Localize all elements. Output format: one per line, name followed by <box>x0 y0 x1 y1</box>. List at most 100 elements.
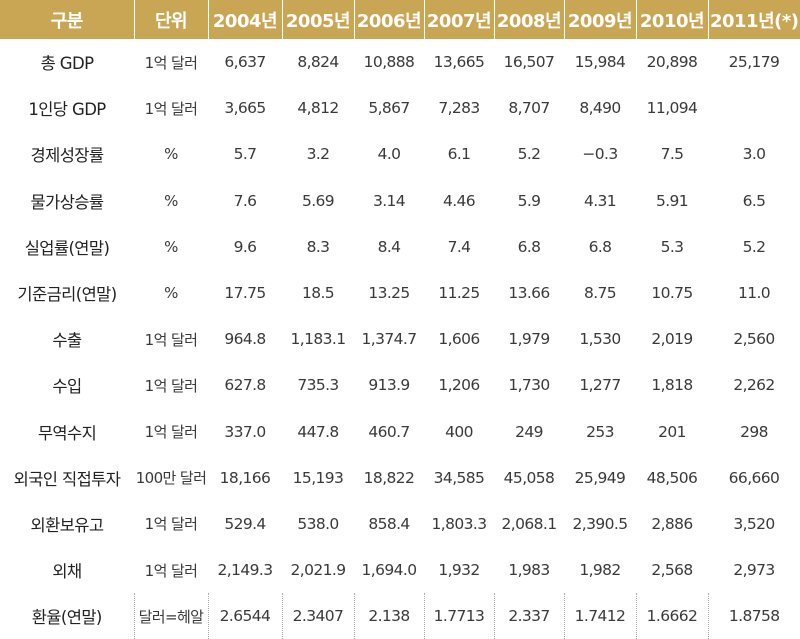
value-cell: 538.0 <box>297 514 339 533</box>
value-cell: 18,166 <box>219 468 271 487</box>
row-label: 총 GDP <box>40 54 94 74</box>
value-cell: 3.14 <box>372 191 406 210</box>
row-label: 환율(연말) <box>0 593 134 639</box>
value-cell: 15,984 <box>574 53 626 72</box>
value-cell: 2,021.9 <box>290 561 347 580</box>
table-row: 기준금리(연말)% 17.75 18.5 13.25 11.25 13.66 8.75 10.… <box>0 270 800 316</box>
column-header: 구분 <box>0 0 134 39</box>
value-cell: 2,149.3 <box>217 561 274 580</box>
value-cell: 3,520 <box>733 514 775 533</box>
table-row: 무역수지 1억 달러 337.0 447.8 460.7 400 249 253 201 298 <box>0 409 800 455</box>
value-cell: 1,277 <box>579 376 621 395</box>
value-cell: 1.6662 <box>635 593 708 639</box>
value-cell: 13,665 <box>433 53 485 72</box>
value-cell: 1,606 <box>438 330 480 349</box>
unit-cell: 1억 달러 <box>144 561 198 580</box>
value-cell: 8,490 <box>579 99 621 118</box>
value-cell: 5.2 <box>517 145 541 164</box>
value-cell: 2.3407 <box>281 593 354 639</box>
unit-cell: 1억 달러 <box>144 376 198 395</box>
value-cell: 5,867 <box>368 99 410 118</box>
unit-cell: % <box>164 284 178 303</box>
unit-cell: 1억 달러 <box>144 99 198 118</box>
value-cell: 913.9 <box>368 376 410 395</box>
column-header: 2007년 <box>423 0 494 39</box>
table-row: 수입 1억 달러 627.8 735.3 913.9 1,206 1,730 1,277 1,8… <box>0 362 800 408</box>
value-cell: 8,824 <box>297 53 339 72</box>
row-label: 물가상승률 <box>30 192 105 212</box>
table-row: 실업률(연말)% 9.6 8.3 8.4 7.4 6.8 6.8 5.3 5.2 <box>0 224 800 270</box>
value-cell: 66,660 <box>728 468 780 487</box>
table-row: 물가상승률% 7.6 5.69 3.14 4.46 5.9 4.31 5.91 6.5 <box>0 178 800 224</box>
value-cell: 2.337 <box>493 593 564 639</box>
column-header: 2006년 <box>353 0 424 39</box>
row-label: 기준금리(연말) <box>17 285 117 305</box>
table-row: 외국인 직접투자 100만 달러 18,166 15,193 18,822 34,585 4… <box>0 455 800 501</box>
value-cell: 10.75 <box>651 284 693 303</box>
value-cell: 11,094 <box>646 99 698 118</box>
table-row: 총 GDP 1억 달러 6,637 8,824 10,888 13,665 16,507 15… <box>0 39 800 85</box>
row-label: 무역수지 <box>37 423 97 443</box>
value-cell <box>708 85 800 131</box>
value-cell: 253 <box>586 422 614 441</box>
unit-cell: % <box>164 145 178 164</box>
table-row: 외채 1억 달러 2,149.3 2,021.9 1,694.0 1,932 1,983 1,… <box>0 547 800 593</box>
row-label: 수입 <box>52 377 82 397</box>
row-label: 외채 <box>52 562 82 582</box>
row-label: 수출 <box>52 331 82 351</box>
row-label: 외국인 직접투자 <box>13 469 121 489</box>
value-cell: 6.8 <box>588 237 612 256</box>
value-cell: 34,585 <box>433 468 485 487</box>
table-row: 1인당 GDP 1억 달러 3,665 4,812 5,867 7,283 8,707 8,4… <box>0 85 800 131</box>
row-label: 1인당 GDP <box>28 100 106 120</box>
table-header: 구분 단위 2004년 2005년 2006년 2007년 2008년 2009년 2010년 2… <box>0 0 800 39</box>
value-cell: 4.31 <box>583 191 617 210</box>
value-cell: 8.3 <box>306 237 330 256</box>
value-cell: 6,637 <box>224 53 266 72</box>
value-cell: 7.4 <box>447 237 471 256</box>
value-cell: 1,803.3 <box>431 514 488 533</box>
value-cell: 11.0 <box>737 284 771 303</box>
value-cell: 4,812 <box>297 99 339 118</box>
value-cell: 1,818 <box>651 376 693 395</box>
value-cell: 4.0 <box>377 145 401 164</box>
value-cell: 25,949 <box>574 468 626 487</box>
value-cell: 13.66 <box>508 284 550 303</box>
value-cell: 529.4 <box>224 514 266 533</box>
column-header: 2008년 <box>493 0 564 39</box>
value-cell: 1.7713 <box>423 593 494 639</box>
value-cell: 17.75 <box>224 284 266 303</box>
column-header: 2005년 <box>281 0 354 39</box>
value-cell: 7,283 <box>438 99 480 118</box>
value-cell: 249 <box>515 422 543 441</box>
value-cell: 2,886 <box>651 514 693 533</box>
value-cell: 1,374.7 <box>361 330 418 349</box>
unit-cell: 1억 달러 <box>144 53 198 72</box>
value-cell: 4.46 <box>442 191 476 210</box>
value-cell: 2,068.1 <box>501 514 558 533</box>
value-cell: 18.5 <box>301 284 335 303</box>
unit-cell: 1억 달러 <box>144 330 198 349</box>
value-cell: 460.7 <box>368 422 410 441</box>
value-cell: 48,506 <box>646 468 698 487</box>
value-cell: 2,560 <box>733 330 775 349</box>
table-row: 환율(연말) 달러=헤알 2.6544 2.3407 2.138 1.7713 2.337 1… <box>0 593 800 639</box>
value-cell: 5.7 <box>233 145 257 164</box>
value-cell: 6.1 <box>447 145 471 164</box>
value-cell: 627.8 <box>224 376 266 395</box>
row-label: 외환보유고 <box>30 515 105 535</box>
value-cell: 2,262 <box>733 376 775 395</box>
row-label: 경제성장률 <box>30 146 105 166</box>
value-cell: 1,183.1 <box>290 330 347 349</box>
value-cell: 5.69 <box>301 191 335 210</box>
unit-cell: 달러=헤알 <box>133 593 208 639</box>
value-cell: 400 <box>445 422 473 441</box>
value-cell: 20,898 <box>646 53 698 72</box>
table-body: 총 GDP 1억 달러 6,637 8,824 10,888 13,665 16,507 15… <box>0 39 800 639</box>
value-cell: 1.8758 <box>707 593 800 639</box>
value-cell: 7.5 <box>660 145 684 164</box>
column-header: 2011년(*) <box>707 0 800 39</box>
value-cell: 2.138 <box>353 593 424 639</box>
value-cell: 2.6544 <box>207 593 282 639</box>
